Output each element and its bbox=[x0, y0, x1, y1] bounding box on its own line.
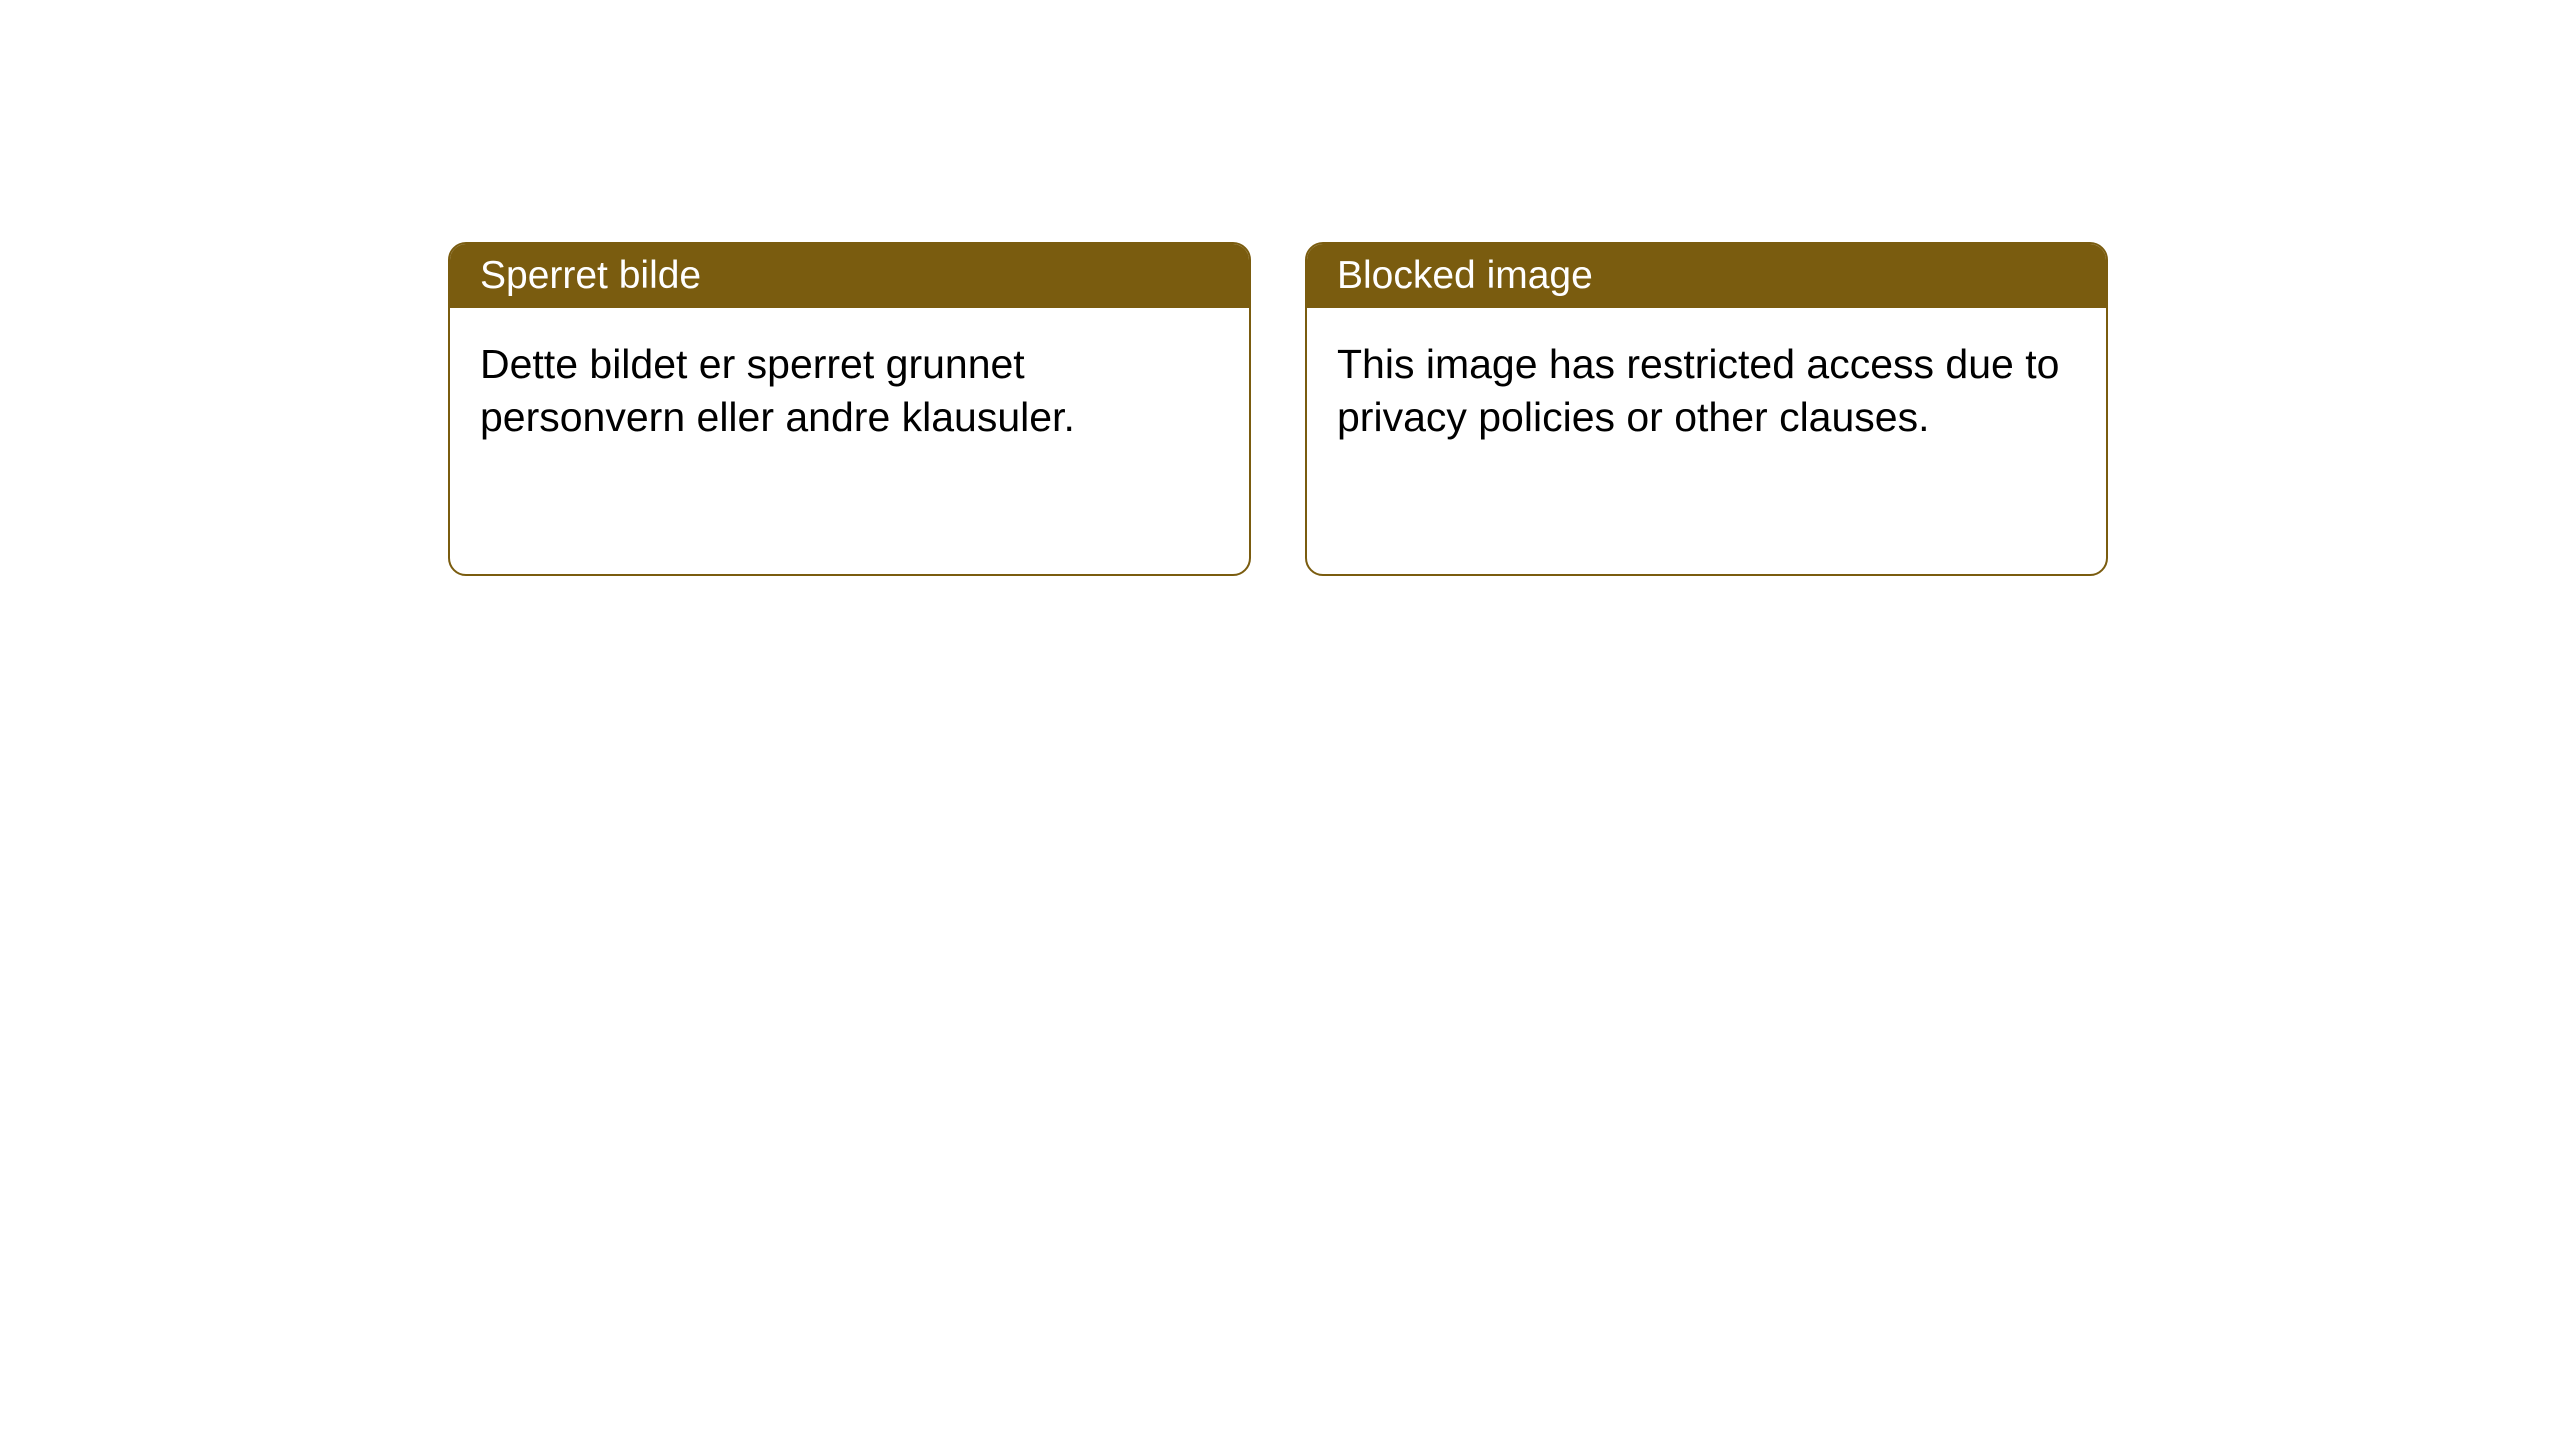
notice-body-text: This image has restricted access due to … bbox=[1337, 341, 2059, 440]
notice-card-english: Blocked image This image has restricted … bbox=[1305, 242, 2108, 576]
notice-body: Dette bildet er sperret grunnet personve… bbox=[450, 308, 1249, 475]
notice-header: Sperret bilde bbox=[450, 244, 1249, 308]
notice-card-norwegian: Sperret bilde Dette bildet er sperret gr… bbox=[448, 242, 1251, 576]
notice-header: Blocked image bbox=[1307, 244, 2106, 308]
notice-container: Sperret bilde Dette bildet er sperret gr… bbox=[448, 242, 2108, 576]
notice-body: This image has restricted access due to … bbox=[1307, 308, 2106, 475]
notice-title: Sperret bilde bbox=[480, 254, 701, 297]
notice-title: Blocked image bbox=[1337, 254, 1593, 297]
notice-body-text: Dette bildet er sperret grunnet personve… bbox=[480, 341, 1075, 440]
